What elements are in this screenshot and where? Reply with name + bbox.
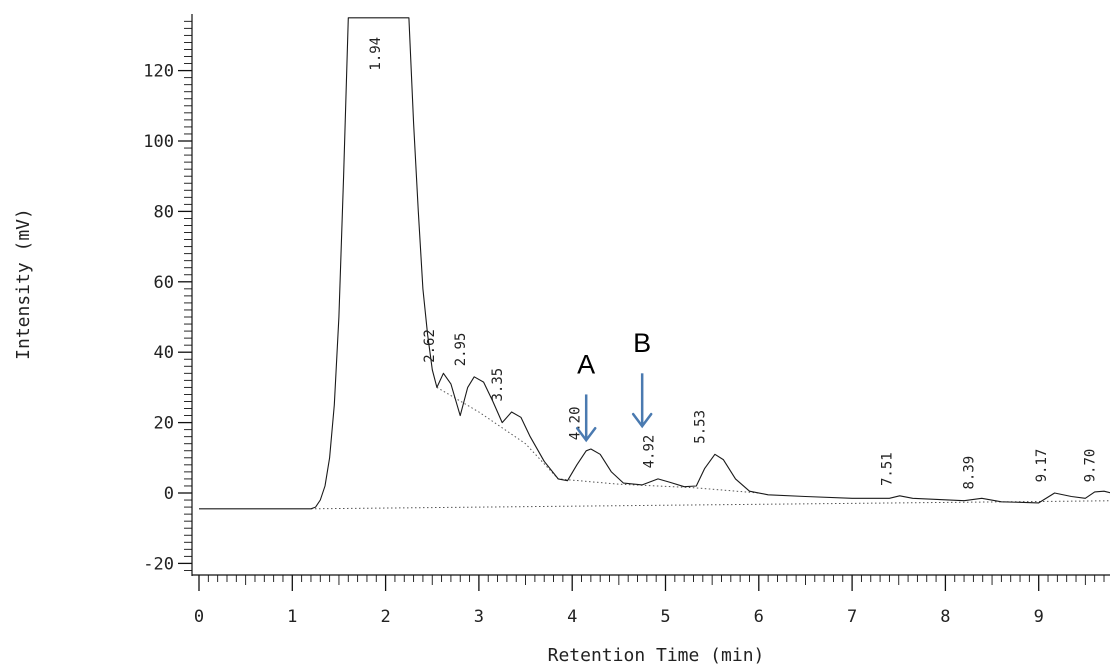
annotation-arrow-head [631,412,653,429]
x-tick-label: 0 [194,607,204,627]
y-tick-label: 40 [154,343,174,363]
peak-label: 9.70 [1083,449,1099,483]
x-tick-label: 3 [474,607,484,627]
y-tick-label: 80 [154,202,174,222]
x-tick-label: 9 [1034,607,1044,627]
y-tick-label: -20 [143,554,174,574]
x-tick-label: 4 [567,607,577,627]
y-tick-label: 60 [154,273,174,293]
baseline-dotted-line [310,500,1110,510]
y-tick-label: 120 [143,62,174,82]
peak-label: 5.53 [693,410,709,444]
peak-label: 9.17 [1034,449,1050,483]
y-axis-title: Intensity (mV) [13,208,34,360]
y-tick-label: 0 [164,484,174,504]
envelope-dotted-line [436,386,759,494]
x-tick-label: 8 [940,607,950,627]
annotation-label: A [577,349,595,379]
chromatogram-trace [199,17,1110,510]
peak-label: 8.39 [961,456,977,490]
x-axis-title: Retention Time (min) [548,645,765,666]
peak-label: 1.94 [368,37,384,71]
y-tick-label: 20 [154,414,174,434]
peak-label: 3.35 [490,368,506,402]
peak-label: 2.62 [422,329,438,363]
annotation-label: B [633,328,651,358]
peak-label: 4.92 [641,435,657,469]
x-tick-label: 5 [660,607,670,627]
x-tick-label: 2 [380,607,390,627]
x-tick-label: 1 [287,607,297,627]
y-tick-label: 100 [143,132,174,152]
annotation-arrow-head [575,426,597,443]
x-tick-label: 7 [847,607,857,627]
peak-label: 7.51 [879,452,895,486]
x-tick-label: 6 [754,607,764,627]
peak-label: 2.95 [453,333,469,367]
